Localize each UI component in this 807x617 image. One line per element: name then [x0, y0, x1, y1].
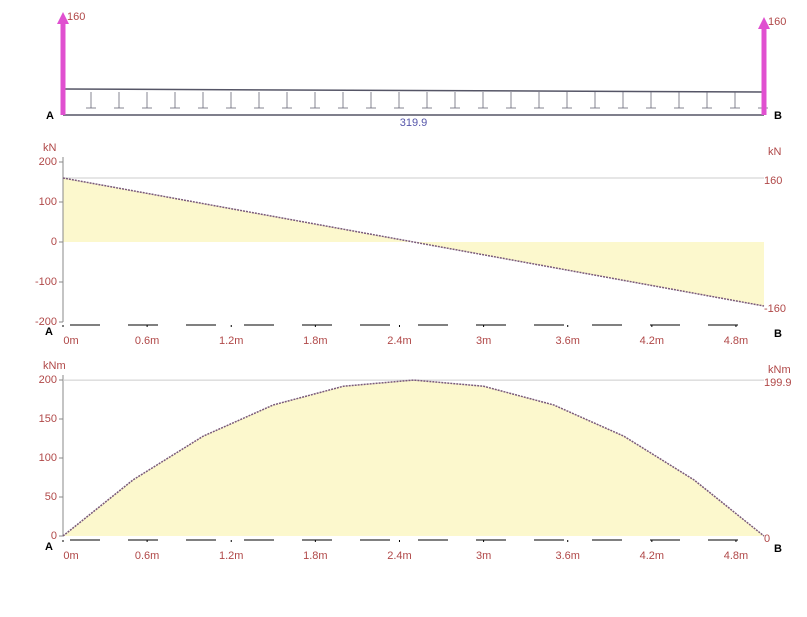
y-tick-label: 0 [51, 236, 57, 248]
reaction-arrow [761, 27, 767, 115]
reaction-label: 160 [768, 16, 786, 28]
x-tick-label: 4.8m [724, 335, 748, 347]
y-tick-label: 0 [51, 530, 57, 542]
x-tick-label: 4.2m [640, 335, 664, 347]
unit-label: kN [43, 142, 57, 154]
x-tick-label: 1.8m [303, 550, 327, 562]
support-label: A [45, 541, 53, 553]
end-value-label: 160 [764, 175, 782, 187]
end-value-label: -160 [764, 303, 786, 315]
x-tick-label: 3.6m [555, 335, 579, 347]
y-tick-label: 100 [39, 452, 57, 464]
diagram-line [62, 379, 765, 537]
x-tick-label: 4.2m [640, 550, 664, 562]
y-tick-label: 100 [39, 196, 57, 208]
support-label: B [774, 110, 782, 122]
x-tick-label: 1.8m [303, 335, 327, 347]
x-tick-label: 2.4m [387, 550, 411, 562]
distributed-load [63, 90, 764, 115]
support-label: B [774, 328, 782, 340]
y-tick-label: 200 [39, 374, 57, 386]
y-tick-label: 50 [45, 491, 57, 503]
support-label: A [46, 110, 54, 122]
x-tick-label: 4.8m [724, 550, 748, 562]
x-tick-label: 1.2m [219, 550, 243, 562]
unit-label: kNm [43, 360, 66, 372]
x-tick-label: 0m [63, 335, 78, 347]
x-tick-label: 3m [476, 335, 491, 347]
y-tick-label: -200 [35, 316, 57, 328]
beam-top [62, 88, 765, 93]
x-tick-label: 3.6m [555, 550, 579, 562]
diagram-line [62, 177, 765, 307]
reaction-arrow-head [57, 12, 69, 24]
x-tick-label: 2.4m [387, 335, 411, 347]
support-label: A [45, 326, 53, 338]
y-tick-label: -100 [35, 276, 57, 288]
unit-label: kN [768, 146, 782, 158]
x-tick-label: 0.6m [135, 550, 159, 562]
end-value-label: 199.9 [764, 377, 792, 389]
reaction-arrow-head [758, 17, 770, 29]
reaction-label: 160 [67, 11, 85, 23]
end-value-label: 0 [764, 533, 770, 545]
unit-label: kNm [768, 364, 791, 376]
x-tick-label: 3m [476, 550, 491, 562]
reaction-arrow [60, 22, 66, 115]
x-tick-label: 0.6m [135, 335, 159, 347]
x-tick-label: 0m [63, 550, 78, 562]
area-fill [63, 380, 764, 536]
support-label: B [774, 543, 782, 555]
load-label: 319.9 [400, 117, 428, 129]
y-tick-label: 200 [39, 156, 57, 168]
y-tick-label: 150 [39, 413, 57, 425]
x-tick-label: 1.2m [219, 335, 243, 347]
